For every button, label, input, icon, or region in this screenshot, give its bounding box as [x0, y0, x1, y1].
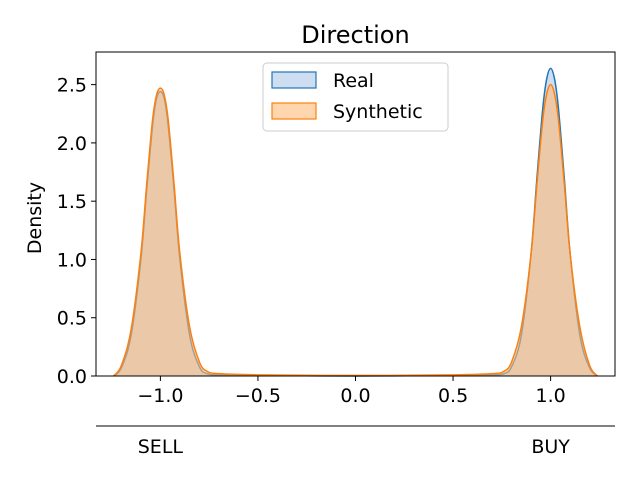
x-tick-label: 0.5: [438, 385, 468, 407]
secondary-x-axis: SELL BUY: [96, 425, 615, 458]
y-tick-label: 2.5: [57, 75, 87, 97]
series-areas: [112, 67, 599, 377]
series-line-synthetic: [112, 83, 599, 377]
y-tick-label: 0.5: [57, 308, 87, 330]
plot-frame: [95, 51, 616, 377]
legend: Real Synthetic: [262, 62, 449, 132]
y-axis-label: Density: [24, 182, 46, 254]
y-tick-label: 1.5: [57, 191, 87, 213]
x-tick-label: 0.0: [340, 385, 370, 407]
y-tick-label: 2.0: [57, 133, 87, 155]
y-tick-label: 1.0: [57, 249, 87, 271]
series-area-synthetic: [113, 84, 598, 376]
secondary-tick-label: SELL: [138, 436, 184, 458]
y-tick-label: 0.0: [57, 366, 87, 388]
legend-swatch-synthetic: [271, 102, 317, 120]
x-tick-label: −0.5: [235, 385, 281, 407]
chart-title: Direction: [301, 21, 409, 49]
x-tick-label: −1.0: [137, 385, 183, 407]
x-tick-label: 1.0: [536, 385, 566, 407]
secondary-tick-label: BUY: [531, 436, 570, 458]
legend-swatch-real: [271, 71, 317, 89]
x-axis-ticks: −1.0 −0.5 0.0 0.5 1.0: [137, 376, 566, 407]
y-axis-ticks: 0.0 0.5 1.0 1.5 2.0 2.5: [57, 75, 96, 388]
legend-label: Synthetic: [333, 101, 423, 123]
legend-label: Real: [333, 70, 374, 92]
